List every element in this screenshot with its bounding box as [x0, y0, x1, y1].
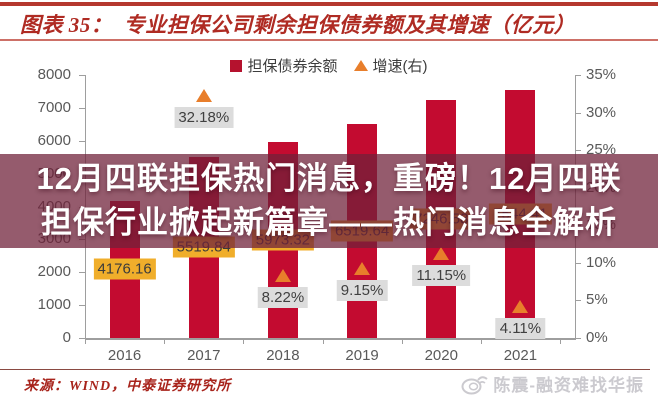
y-axis-right-label: 35% — [586, 66, 617, 83]
y-axis-right-tick — [575, 262, 581, 264]
x-axis-tick — [243, 338, 245, 344]
x-axis-label: 2018 — [266, 347, 300, 364]
y-axis-right-label: 10% — [586, 253, 617, 271]
growth-value-label: 4.11% — [495, 318, 546, 340]
y-axis-right-tick — [575, 150, 581, 152]
headline-line-1: 12月四联担保热门消息，重磅！12月四联 — [36, 161, 622, 196]
x-axis-tick — [560, 338, 561, 344]
y-axis-right-label: 5% — [586, 291, 608, 309]
x-axis-tick — [85, 338, 86, 344]
headline-overlay: 12月四联担保热门消息，重磅！12月四联 担保行业掀起新篇章——热门消息全解析 — [0, 154, 658, 248]
legend-balance-label: 担保债券余额 — [247, 58, 338, 75]
x-axis-line — [85, 338, 576, 340]
growth-marker — [354, 262, 371, 276]
header-top-rule — [0, 2, 658, 6]
legend-item-growth: 增速(右) — [353, 55, 428, 76]
y-axis-left-label: 7000 — [37, 98, 71, 116]
x-axis-label: 2019 — [345, 347, 379, 364]
growth-marker — [512, 300, 529, 314]
chart-legend: 担保债券余额 增速(右) — [0, 55, 658, 76]
y-axis-left-tick — [79, 107, 85, 109]
figure-title: 图表 35： 专业担保公司剩余担保债券额及其增速（亿元） — [20, 13, 576, 37]
headline-line-2: 担保行业掀起新篇章——热门消息全解析 — [41, 205, 617, 240]
weibo-logo-icon — [461, 375, 488, 394]
footer-divider — [0, 369, 650, 370]
growth-marker — [433, 247, 450, 261]
y-axis-left-tick — [79, 272, 85, 274]
legend-growth-label: 增速(右) — [372, 58, 428, 75]
y-axis-left-label: 1000 — [37, 296, 71, 314]
watermark: 陈震-融资难找华振 — [461, 371, 644, 396]
y-axis-right-label: 30% — [586, 103, 617, 121]
source-note: 来源：WIND，中泰证券研究所 — [24, 379, 232, 394]
watermark-text: 陈震-融资难找华振 — [493, 376, 644, 395]
growth-value-label: 32.18% — [174, 107, 234, 129]
growth-marker — [274, 269, 291, 283]
legend-item-balance: 担保债券余额 — [230, 55, 338, 76]
growth-value-label: 9.15% — [336, 280, 388, 302]
y-axis-left-label: 8000 — [37, 66, 71, 83]
x-axis-tick — [401, 338, 403, 344]
y-axis-left-tick — [79, 338, 85, 339]
y-axis-left-label: 6000 — [37, 131, 71, 149]
x-axis-label: 2016 — [107, 347, 142, 364]
y-axis-right-tick — [575, 300, 581, 302]
y-axis-right-label: 25% — [586, 141, 617, 159]
legend-square-marker-icon — [230, 59, 243, 72]
x-axis-label: 2021 — [503, 347, 538, 364]
bar-value-label: 4176.16 — [93, 258, 156, 280]
header-divider — [0, 39, 658, 41]
legend-triangle-marker-icon — [353, 60, 368, 71]
y-axis-left-tick — [79, 75, 85, 76]
x-axis-tick — [164, 338, 166, 344]
y-axis-right-label: 0% — [586, 329, 608, 346]
growth-marker — [195, 89, 212, 103]
y-axis-left-tick — [79, 305, 85, 307]
y-axis-right-tick — [575, 112, 581, 114]
y-axis-right-tick — [575, 338, 581, 339]
growth-value-label: 11.15% — [412, 265, 471, 287]
y-axis-left-label: 2000 — [37, 263, 71, 281]
growth-value-label: 8.22% — [257, 287, 309, 309]
y-axis-left-label: 0 — [62, 329, 71, 346]
x-axis-label: 2017 — [187, 347, 221, 364]
x-axis-tick — [322, 338, 324, 344]
y-axis-left-tick — [79, 140, 85, 142]
y-axis-right-tick — [575, 75, 581, 76]
x-axis-label: 2020 — [424, 347, 458, 364]
x-axis-tick — [480, 338, 482, 344]
